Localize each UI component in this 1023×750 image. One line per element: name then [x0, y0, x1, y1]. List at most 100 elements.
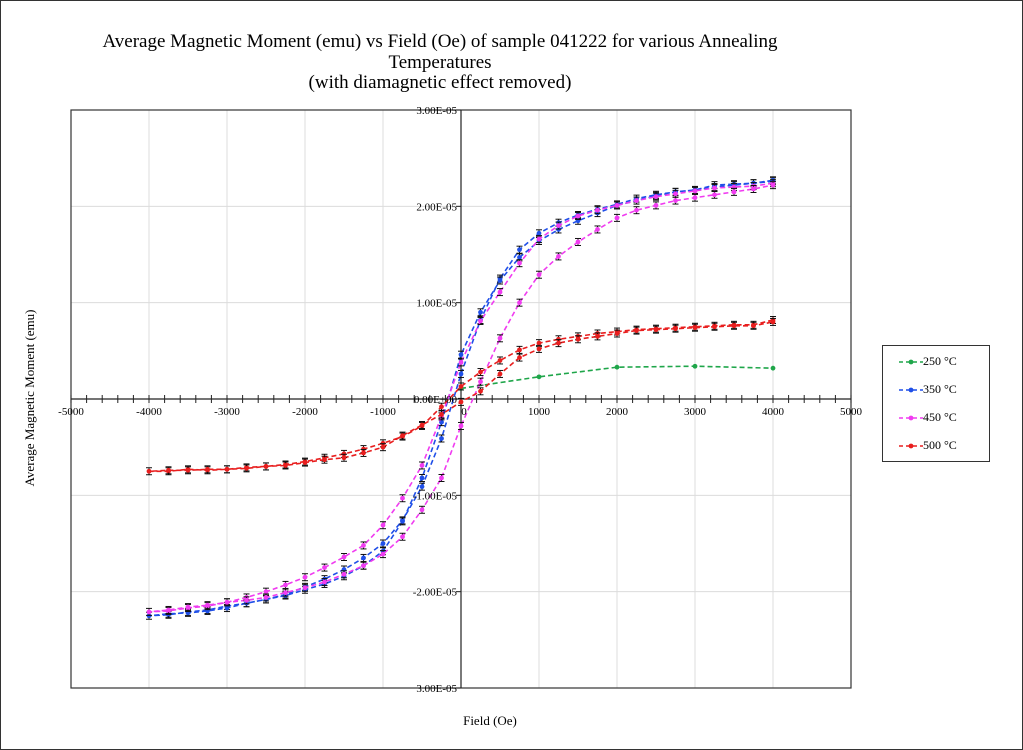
data-point	[283, 582, 288, 588]
data-point	[536, 340, 542, 346]
data-point	[731, 189, 737, 195]
series-450	[146, 179, 776, 616]
data-point	[692, 325, 698, 331]
legend-marker	[908, 415, 914, 421]
data-point	[283, 590, 288, 596]
data-point	[380, 541, 386, 546]
data-point	[361, 450, 366, 456]
data-point	[478, 388, 483, 394]
data-point	[653, 194, 659, 200]
data-point	[575, 336, 581, 342]
data-point	[341, 571, 347, 577]
data-point	[614, 215, 620, 221]
data-point	[224, 466, 230, 472]
data-point	[556, 254, 561, 259]
legend: 250 °C 350 °C 450 °C 500 °C	[882, 345, 990, 462]
data-point	[419, 507, 425, 513]
x-tick-label: 0	[461, 406, 467, 418]
data-point	[361, 543, 366, 548]
data-point	[536, 272, 542, 278]
legend-swatch-icon	[899, 415, 923, 421]
data-point	[634, 198, 639, 203]
data-point	[497, 371, 503, 377]
data-point	[712, 185, 717, 191]
y-tick-label: -1.00E-05	[413, 490, 458, 502]
data-point	[497, 335, 503, 341]
data-point	[322, 457, 327, 463]
y-tick-label: 3.00E-05	[416, 105, 457, 117]
data-point	[692, 195, 698, 201]
data-point	[263, 589, 269, 595]
data-point	[458, 423, 464, 429]
data-point	[283, 463, 288, 468]
x-tick-label: 5000	[840, 406, 863, 418]
data-point	[146, 609, 152, 615]
data-point	[458, 384, 464, 389]
data-point	[439, 475, 444, 481]
data-point	[166, 467, 171, 473]
data-point	[536, 230, 542, 236]
legend-item-350: 350 °C	[883, 380, 989, 400]
data-point	[497, 278, 503, 283]
data-point	[419, 463, 425, 468]
x-tick-label: -1000	[370, 406, 396, 418]
data-point	[478, 318, 483, 324]
data-point	[458, 359, 464, 365]
data-point	[673, 198, 678, 203]
data-point	[517, 355, 522, 360]
x-axis-title: Field (Oe)	[463, 713, 517, 728]
data-point	[731, 323, 737, 329]
legend-label: 450 °C	[923, 410, 957, 424]
data-point	[536, 346, 542, 352]
data-point	[400, 433, 405, 439]
legend-label: 500 °C	[923, 438, 957, 452]
legend-swatch-icon	[899, 443, 923, 449]
legend-marker	[908, 443, 914, 449]
data-point	[224, 599, 230, 605]
x-tick-label: -2000	[292, 406, 318, 418]
data-point	[361, 555, 366, 561]
y-tick-label: 0.00E+00	[414, 394, 458, 406]
data-point	[770, 182, 776, 188]
data-point	[536, 236, 542, 242]
data-point	[341, 554, 347, 560]
legend-item-450: 450 °C	[883, 408, 989, 428]
legend-swatch-icon	[899, 387, 923, 393]
data-point	[361, 563, 366, 569]
data-point	[614, 364, 620, 370]
y-tick-label: -2.00E-05	[413, 587, 458, 599]
x-tick-label: 4000	[762, 406, 785, 418]
data-point	[517, 254, 522, 260]
data-point	[575, 213, 581, 219]
data-point	[302, 460, 308, 465]
data-point	[478, 369, 483, 375]
legend-swatch-icon	[899, 359, 923, 365]
data-point	[166, 607, 171, 613]
y-tick-label: 1.00E-05	[416, 298, 457, 310]
data-point	[614, 331, 620, 336]
x-tick-label: -4000	[136, 406, 162, 418]
data-point	[673, 191, 678, 197]
data-point	[556, 223, 561, 229]
data-point	[517, 260, 522, 266]
data-point	[322, 579, 327, 585]
data-point	[478, 309, 483, 315]
legend-marker	[908, 387, 914, 393]
data-point	[302, 585, 308, 591]
y-tick-label: 2.00E-05	[416, 201, 457, 213]
data-point	[224, 605, 230, 611]
legend-item-250: 250 °C	[883, 352, 989, 372]
data-point	[517, 300, 522, 306]
data-point	[751, 186, 756, 192]
series-500	[146, 316, 776, 476]
data-point	[673, 326, 678, 332]
chart-title-line-3: (with diamagnetic effect removed)	[308, 72, 572, 93]
legend-label: 350 °C	[923, 382, 957, 396]
data-point	[517, 247, 522, 253]
x-tick-label: -5000	[58, 406, 84, 418]
data-point	[614, 202, 620, 208]
x-tick-label: 1000	[528, 406, 551, 418]
data-point	[439, 412, 444, 417]
y-axis-title: Average Magnetic Moment (emu)	[22, 309, 37, 487]
data-point	[400, 534, 405, 540]
